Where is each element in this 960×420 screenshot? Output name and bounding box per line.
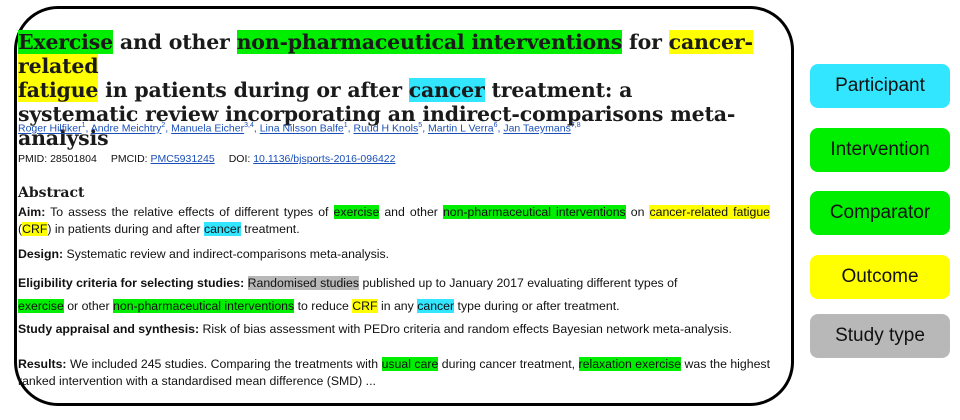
- design-paragraph: Design: Systematic review and indirect-c…: [18, 246, 770, 263]
- legend-study-type: Study type: [810, 314, 950, 358]
- aim-text: and other: [379, 205, 443, 219]
- author-link[interactable]: Andre Meichtry: [90, 122, 162, 135]
- author-affiliation: 1: [343, 122, 348, 129]
- author-link[interactable]: Jan Taeymans: [503, 122, 571, 135]
- eligibility-text: type during or after treatment.: [454, 299, 620, 313]
- design-text: Systematic review and indirect-compariso…: [63, 247, 390, 261]
- hl-outcome: CRF: [22, 222, 48, 236]
- hl-intervention: relaxation exercise: [578, 357, 682, 371]
- author-affiliation: 5: [418, 122, 423, 129]
- pmid: PMID: 28501804: [18, 153, 97, 165]
- author-link[interactable]: Manuela Eicher: [171, 122, 245, 135]
- legend-intervention: Intervention: [810, 128, 950, 172]
- title-hl-intervention-exercise: Exercise: [18, 30, 113, 54]
- title-hl-outcome-fatigue: fatigue: [18, 78, 99, 102]
- results-text: was the highest ranked intervention with…: [18, 357, 770, 388]
- legend-comparator: Comparator: [810, 191, 950, 235]
- author-affiliation: 1: [81, 122, 86, 129]
- identifier-line: PMID: 28501804 PMCID: PMC5931245 DOI: 10.1…: [18, 153, 758, 165]
- results-label: Results:: [18, 357, 67, 371]
- hl-intervention: non-pharmaceutical interventions: [113, 299, 295, 313]
- eligibility-text: published up to January 2017 evaluating …: [359, 276, 678, 290]
- hl-intervention: non-pharmaceutical interventions: [442, 205, 626, 219]
- eligibility-label: Eligibility criteria for selecting studi…: [18, 276, 245, 290]
- author-affiliation: 3,4: [244, 122, 254, 129]
- hl-intervention: exercise: [18, 299, 64, 313]
- aim-label: Aim:: [18, 205, 46, 219]
- eligibility-paragraph: Eligibility criteria for selecting studi…: [18, 272, 770, 318]
- title-hl-intervention-npi: non-pharmaceutical interventions: [236, 30, 623, 54]
- doi-link[interactable]: 10.1136/bjsports-2016-096422: [253, 153, 396, 165]
- aim-text: (: [18, 222, 23, 236]
- title-text: for: [622, 30, 669, 54]
- results-paragraph: Results: We included 245 studies. Compar…: [18, 356, 770, 390]
- author-link[interactable]: Martin L Verra: [428, 122, 494, 135]
- author-link[interactable]: Roger Hilfiker: [18, 122, 82, 135]
- hl-outcome: cancer-related fatigue: [649, 205, 771, 219]
- hl-participant: cancer: [417, 299, 455, 313]
- author-affiliation: 7,8: [570, 122, 581, 129]
- doi-label: DOI:: [228, 153, 251, 165]
- pmcid-link[interactable]: PMC5931245: [150, 153, 215, 165]
- design-label: Design:: [18, 247, 64, 261]
- appraisal-paragraph: Study appraisal and synthesis: Risk of b…: [18, 321, 770, 338]
- eligibility-text: or other: [63, 299, 114, 313]
- author-link[interactable]: Lina Nilsson Balfe: [259, 122, 344, 135]
- hl-comparator: usual care: [381, 357, 439, 371]
- aim-paragraph: Aim: To assess the relative effects of d…: [18, 204, 771, 238]
- hl-study-type: Randomised studies: [247, 276, 360, 290]
- author-affiliation: 6: [493, 122, 498, 129]
- results-text: We included 245 studies. Comparing the t…: [66, 357, 382, 371]
- legend-outcome: Outcome: [810, 255, 950, 299]
- appraisal-label: Study appraisal and synthesis:: [18, 322, 200, 336]
- author-affiliation: 2: [161, 122, 166, 129]
- legend-participant: Participant: [810, 64, 950, 108]
- author-link[interactable]: Ruud H Knols: [353, 122, 419, 135]
- hl-outcome: CRF: [352, 299, 378, 313]
- title-hl-participant-cancer: cancer: [408, 78, 485, 102]
- title-text: treatment: a systematic review incorpora…: [18, 78, 736, 150]
- author-list: Roger Hilfiker1, Andre Meichtry2, Manuel…: [18, 122, 581, 135]
- eligibility-text: to reduce: [294, 299, 353, 313]
- aim-text: To assess the relative effects of differ…: [45, 205, 334, 219]
- paper-title: Exercise and other non-pharmaceutical in…: [18, 30, 758, 150]
- title-text: in patients during or after: [98, 78, 409, 102]
- hl-intervention: exercise: [333, 205, 380, 219]
- aim-text: on: [625, 205, 650, 219]
- eligibility-text: in any: [377, 299, 418, 313]
- aim-text: treatment.: [240, 222, 300, 236]
- results-text: during cancer treatment,: [438, 357, 579, 371]
- appraisal-text: Risk of bias assessment with PEDro crite…: [199, 322, 732, 336]
- title-text: and other: [112, 30, 237, 54]
- abstract-heading: Abstract: [18, 185, 85, 201]
- aim-text: ) in patients during and after: [47, 222, 204, 236]
- pmcid-label: PMCID:: [110, 153, 148, 165]
- hl-participant: cancer: [203, 222, 241, 236]
